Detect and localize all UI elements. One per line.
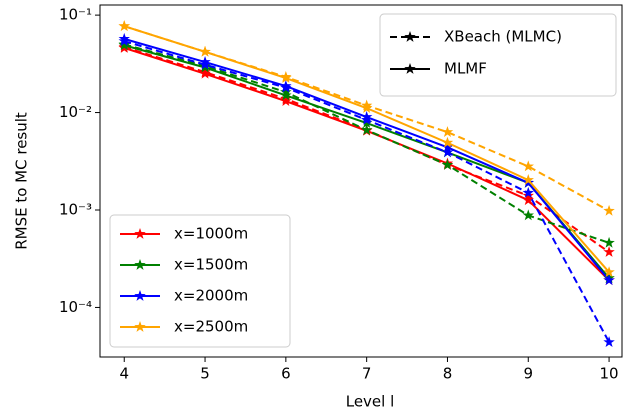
point	[118, 32, 130, 44]
legend-marker	[134, 259, 146, 270]
point	[603, 236, 615, 248]
legend-label: XBeach (MLMC)	[444, 28, 562, 46]
point	[441, 126, 454, 137]
point	[603, 246, 615, 257]
x-tick-label: 4	[119, 365, 129, 383]
x-tick-label: 5	[200, 365, 210, 383]
point	[441, 136, 454, 148]
point	[199, 45, 211, 57]
point	[522, 186, 534, 198]
legend-marker	[404, 63, 416, 74]
point	[522, 209, 534, 221]
legend-label: MLMF	[444, 60, 487, 78]
legend-box	[109, 214, 291, 348]
point	[199, 67, 211, 79]
point	[118, 39, 130, 51]
x-tick-label: 7	[362, 365, 372, 383]
legend-box	[379, 13, 617, 97]
y-tick-label: 10⁻²	[59, 103, 92, 121]
point	[603, 336, 615, 348]
point	[280, 80, 292, 91]
x-tick-label: 10	[600, 365, 619, 383]
point	[603, 274, 615, 286]
legend-label: x=2000m	[174, 287, 248, 305]
point	[280, 95, 292, 106]
x-axis-label: Level l	[346, 393, 395, 411]
point	[441, 141, 454, 153]
x-tick-label: 9	[523, 365, 533, 383]
y-tick-label: 10⁻³	[59, 200, 92, 218]
legend-label: x=1000m	[174, 225, 248, 243]
point	[522, 194, 534, 206]
plot-frame	[99, 4, 623, 358]
y-tick-label: 10⁻⁴	[59, 298, 92, 316]
point	[441, 146, 454, 158]
y-tick-label: 10⁻¹	[59, 6, 92, 24]
point	[603, 266, 615, 278]
point	[280, 72, 292, 83]
point	[118, 20, 130, 32]
x-tick-label: 8	[443, 365, 453, 383]
point	[199, 56, 211, 67]
point	[360, 124, 373, 135]
legend-label: x=1500m	[174, 256, 248, 274]
point	[360, 111, 373, 122]
point	[522, 174, 534, 185]
legend-marker	[134, 228, 146, 239]
point	[360, 102, 373, 113]
point	[360, 117, 373, 128]
legend-marker	[404, 31, 416, 42]
point	[522, 160, 534, 172]
point	[603, 204, 615, 216]
legend-label: x=2500m	[174, 318, 248, 336]
point	[280, 89, 292, 101]
point	[441, 158, 454, 170]
legend-marker	[134, 321, 146, 332]
x-tick-label: 6	[281, 365, 291, 383]
y-axis-label: RMSE to MC result	[13, 112, 31, 250]
legend-marker	[134, 290, 146, 301]
